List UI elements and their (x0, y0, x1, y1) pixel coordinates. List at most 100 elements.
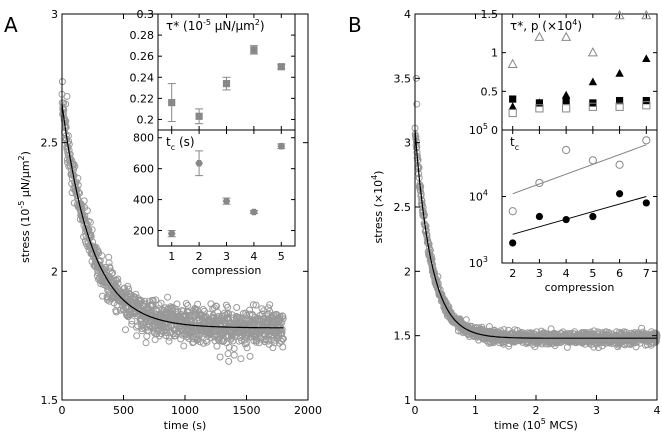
y-axis-label-exponent: -5 (17, 201, 26, 209)
inset-x-tick-label: 5 (589, 267, 596, 280)
inset-title-text: τ*, p (×10 (510, 19, 572, 33)
data-point (642, 136, 651, 145)
y-tick-label: 2 (404, 265, 411, 278)
inset-y-tick-label: 0.2 (137, 113, 155, 126)
inset-y-tick-label: 800 (133, 132, 154, 145)
data-point (641, 10, 652, 20)
data-point (241, 340, 249, 348)
data-point (262, 335, 270, 343)
inset-title-unit: μN/μm (211, 19, 255, 33)
data-point (122, 326, 129, 334)
inset-x-tick-label: 2 (196, 250, 203, 263)
inset-title-text: τ* (10 (166, 19, 203, 33)
y-axis-label-text: stress (10 (19, 209, 32, 263)
data-point (109, 269, 117, 277)
inset-x-tick-label: 4 (250, 250, 257, 263)
data-point (587, 47, 598, 57)
inset-y-tick-label: 400 (133, 194, 154, 207)
data-point (195, 112, 203, 120)
inset-y-tick-label: 0.28 (130, 29, 155, 42)
data-point (168, 98, 176, 107)
inset-y-tick-base: 10 (469, 124, 483, 137)
data-point (413, 100, 421, 108)
data-point (164, 293, 172, 301)
inset-title-text: t (166, 135, 171, 149)
inset-x-axis-label: compression (192, 264, 262, 277)
x-tick-label: 500 (113, 404, 134, 417)
x-axis-label: time (s) (164, 419, 207, 432)
data-point (85, 227, 93, 235)
x-tick-label: 0 (59, 404, 66, 417)
y-tick-label: 1.5 (41, 394, 59, 407)
fit-line (512, 196, 647, 235)
inset-x-tick-label: 2 (509, 267, 516, 280)
data-point (642, 54, 651, 63)
data-point (508, 108, 517, 118)
data-point (253, 335, 261, 343)
x-tick-label: 1000 (171, 404, 199, 417)
data-point (75, 188, 82, 196)
data-point (535, 99, 544, 107)
data-point (172, 332, 180, 340)
inset-x-axis-label: compression (545, 281, 615, 294)
inset-title-exponent: -5 (203, 18, 211, 27)
data-point (250, 46, 258, 54)
data-point (199, 339, 207, 347)
data-point (535, 212, 544, 221)
data-point (615, 160, 624, 169)
y-tick-label: 1.5 (394, 330, 412, 343)
inset-title: τ* (10-5 μN/μm2) (166, 18, 265, 33)
data-point (562, 215, 570, 224)
y-tick-label: 4 (404, 8, 411, 21)
inset-frame (501, 13, 658, 131)
y-tick-label: 2 (51, 265, 58, 278)
data-point (178, 331, 186, 339)
data-point (561, 90, 571, 99)
data-point (561, 31, 572, 41)
data-point (243, 344, 251, 352)
inset-x-tick-label: 5 (278, 250, 285, 263)
x-tick-label: 2 (533, 404, 540, 417)
data-point (80, 197, 88, 205)
data-point (184, 302, 192, 309)
data-point (86, 218, 94, 226)
data-point (258, 305, 266, 313)
data-point (509, 239, 517, 247)
data-point (62, 100, 70, 108)
data-point (222, 197, 231, 205)
inset-x-tick-label: 4 (563, 267, 570, 280)
data-point (216, 353, 224, 361)
data-point (233, 304, 241, 311)
inset-title-exponent: 4 (572, 18, 577, 27)
data-point (509, 95, 517, 103)
inset-y-tick-label: 104 (469, 189, 488, 204)
y-tick-label: 1 (404, 394, 411, 407)
inset-y-tick-label: 0.22 (130, 92, 155, 105)
data-point (279, 335, 287, 343)
x-axis-label-text: time (10 (494, 419, 541, 432)
data-point (128, 317, 136, 325)
y-axis-label-exponent: 4 (370, 175, 379, 180)
data-point (225, 343, 233, 351)
x-axis-label: time (105 MCS) (494, 417, 578, 432)
data-point (98, 252, 106, 260)
x-tick-label: 3 (593, 404, 600, 417)
y-axis-label-unit: μN/μm (19, 160, 32, 200)
inset-x-tick-label: 3 (223, 250, 230, 263)
y-axis-label: stress (×104) (370, 171, 385, 244)
data-point (65, 137, 73, 145)
inset-title-subscript: c (515, 143, 519, 152)
data-point (112, 308, 120, 316)
data-point (142, 339, 150, 347)
inset-title: tc (510, 135, 519, 152)
data-point (508, 207, 517, 216)
data-point (167, 230, 176, 237)
data-point (249, 301, 257, 309)
inset-title-text: t (510, 135, 515, 149)
data-point (173, 300, 181, 308)
inset-title-close: ) (577, 19, 582, 33)
data-point (65, 140, 73, 148)
data-point (264, 337, 272, 345)
data-point (165, 337, 173, 345)
